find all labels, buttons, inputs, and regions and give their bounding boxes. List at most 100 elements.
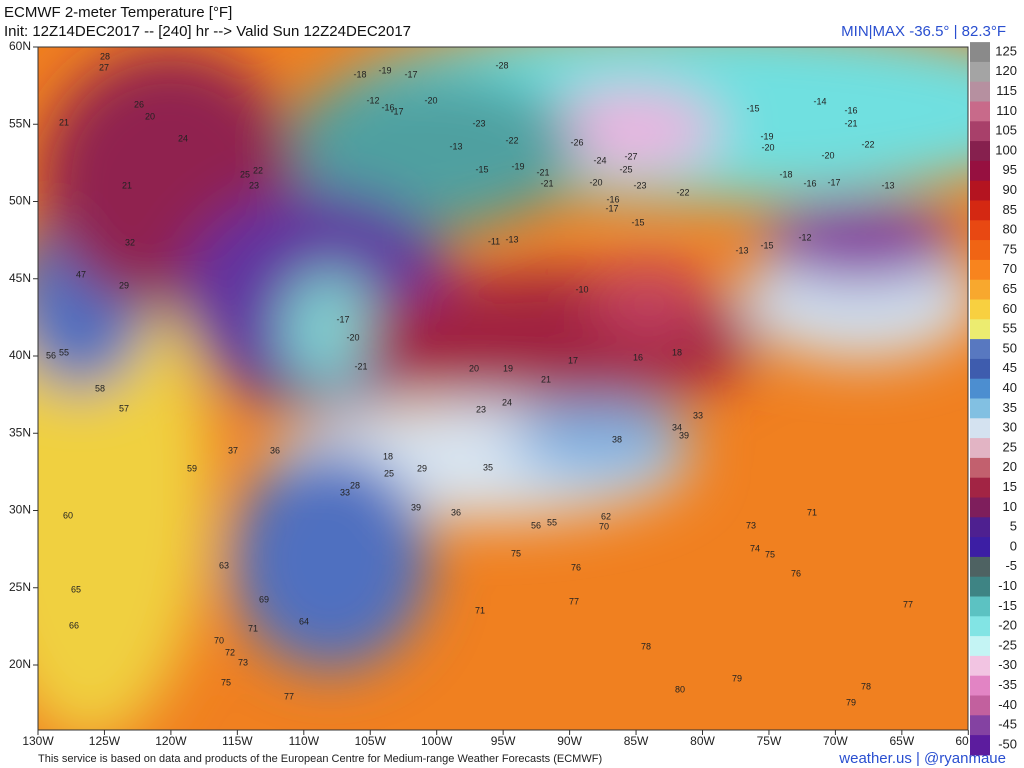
temp-label: 75 [511,548,521,558]
temp-label: 72 [225,647,235,657]
colorbar-band [970,537,990,558]
colorbar-band [970,200,990,221]
colorbar-band [970,358,990,380]
colorbar-band [970,42,990,63]
temp-label: -26 [570,137,583,147]
temp-label: -17 [404,69,417,79]
temp-label: -19 [760,131,773,141]
colorbar-band [970,477,990,498]
temp-label: 73 [746,520,756,530]
temp-label: 36 [451,507,461,517]
colorbar-label: -40 [998,697,1017,712]
temp-label: -10 [575,284,588,294]
colorbar-label: 110 [996,103,1017,118]
temp-label: 18 [672,347,682,357]
temp-label: 23 [476,404,486,414]
lon-label: 125W [89,734,121,748]
temp-label: -13 [505,234,518,244]
temp-label: -11 [488,236,500,246]
temp-label: 22 [253,165,263,175]
colorbar-label: 20 [1003,459,1017,474]
colorbar-band [970,141,990,162]
temp-label: 77 [284,691,294,701]
temp-label: -12 [366,95,379,105]
temp-label: -28 [495,60,508,70]
temp-label: 76 [571,562,581,572]
temp-label: 75 [765,549,775,559]
temp-label: 76 [791,568,801,578]
lon-label: 65W [890,734,915,748]
colorbar-band [970,240,990,261]
colorbar-label: 5 [1010,519,1017,534]
colorbar-label: 70 [1003,261,1017,276]
temp-label: 25 [384,468,394,478]
temp-label: 62 [601,511,611,521]
colorbar-label: 10 [1003,499,1017,514]
colorbar-label: -25 [998,637,1017,652]
colorbar-band [970,81,990,102]
temp-label: -17 [827,177,840,187]
temp-label: -18 [353,69,366,79]
temp-label: -15 [760,240,773,250]
temp-label: -25 [619,164,632,174]
temp-label: 78 [641,641,651,651]
colorbar-band [970,319,990,340]
temp-label: -23 [633,180,646,190]
colorbar-band [970,438,990,459]
temp-label: -22 [505,135,518,145]
colorbar-band [970,160,990,182]
temp-label: 32 [125,237,135,247]
colorbar-label: 55 [1003,321,1017,336]
lon-label: 100W [421,734,453,748]
lon-label: 85W [624,734,649,748]
colorbar-band [970,695,990,716]
colorbar-band [970,735,990,756]
colorbar-label: -15 [998,598,1017,613]
temp-label: -15 [475,164,488,174]
colorbar-label: -45 [998,717,1017,732]
lon-label: 95W [491,734,516,748]
temp-label: 56 [46,350,56,360]
colorbar-band [970,457,990,479]
colorbar-label: 80 [1003,222,1017,237]
colorbar-label: -50 [998,736,1017,751]
temp-label: 71 [807,507,817,517]
lat-label: 45N [9,271,31,285]
colorbar-band [970,596,990,617]
init-line: Init: 12Z14DEC2017 -- [240] hr --> Valid… [4,23,411,40]
temp-label: 65 [71,584,81,594]
temp-label: 39 [411,502,421,512]
temp-label: 25 [240,169,250,179]
lat-label: 40N [9,348,31,362]
colorbar-band [970,418,990,439]
colorbar-label: 35 [1003,400,1017,415]
colorbar-label: 45 [1003,360,1017,375]
colorbar-band [970,616,990,637]
temp-label: 64 [299,616,309,626]
colorbar-label: 40 [1003,380,1017,395]
colorbar-band [970,497,990,518]
colorbar-band [970,101,990,122]
temp-label: -17 [605,203,618,213]
lat-label: 30N [9,503,31,517]
colorbar-label: 100 [995,142,1017,157]
temp-label: 59 [187,463,197,473]
colorbar-label: -10 [998,578,1017,593]
temp-label: 20 [469,363,479,373]
colorbar-label: -5 [1005,558,1017,573]
temp-label: -21 [540,178,553,188]
colorbar-label: 30 [1003,420,1017,435]
temp-label: 24 [178,133,188,143]
temp-label: 73 [238,657,248,667]
lat-label: 25N [9,580,31,594]
temp-label: 34 [672,422,682,432]
temp-label: -20 [821,150,834,160]
temp-label: 56 [531,520,541,530]
lon-label: 130W [22,734,54,748]
temp-label: -17 [390,106,403,116]
colorbar-band [970,715,990,736]
temp-label: 75 [221,677,231,687]
colorbar-label: 75 [1003,241,1017,256]
